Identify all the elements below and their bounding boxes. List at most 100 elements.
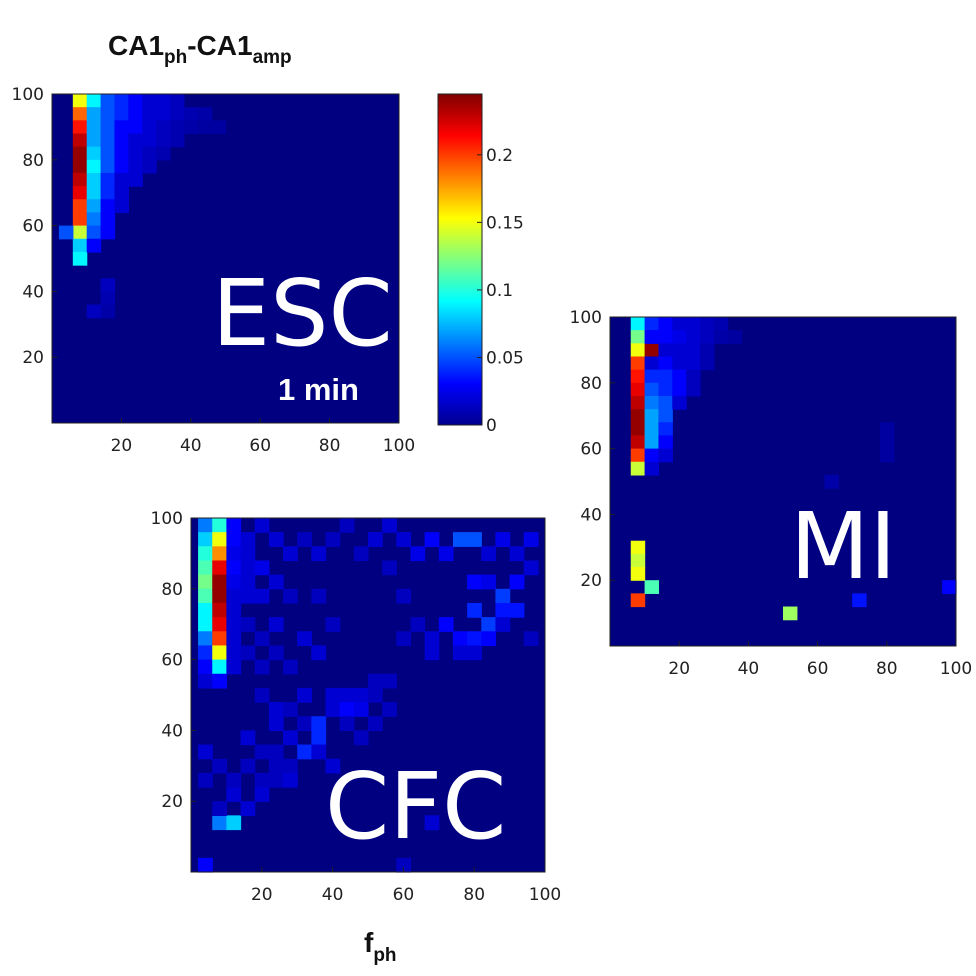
y-tick-label: 40 bbox=[161, 721, 183, 741]
heatmap-cell bbox=[672, 317, 687, 331]
heatmap-cell bbox=[268, 716, 284, 731]
heatmap-cell bbox=[240, 588, 256, 604]
heatmap-cell bbox=[268, 574, 284, 590]
heatmap-cell bbox=[169, 94, 185, 108]
x-tick-label: 60 bbox=[807, 659, 829, 679]
heatmap-cell bbox=[283, 758, 298, 774]
heatmap-cell bbox=[699, 317, 715, 331]
heatmap-cell bbox=[424, 815, 440, 831]
heatmap-cell bbox=[128, 146, 143, 161]
heatmap-cell bbox=[100, 304, 116, 319]
heatmap-cell bbox=[311, 645, 327, 661]
heatmap-cell bbox=[212, 546, 227, 562]
heatmap-cell bbox=[630, 435, 646, 450]
heatmap-cell bbox=[100, 107, 116, 121]
heatmap-cell bbox=[197, 107, 213, 121]
colorbar-tick-label: 0.05 bbox=[486, 348, 524, 368]
heatmap-cell bbox=[658, 382, 673, 397]
heatmap-cell bbox=[212, 617, 227, 632]
heatmap-cell bbox=[699, 330, 715, 344]
heatmap-cell bbox=[297, 716, 312, 731]
heatmap-cell bbox=[72, 238, 88, 253]
figure-title: CA1ph-CA1amp bbox=[108, 30, 292, 68]
heatmap-cell bbox=[297, 744, 312, 760]
panel-mi: 20 40 60 80 100 20 40 60 80 100 MI bbox=[570, 308, 973, 679]
colorbar-gradient bbox=[437, 93, 483, 426]
x-tick-label: 100 bbox=[529, 885, 561, 905]
heatmap-cell bbox=[410, 617, 426, 632]
x-tick-label: 20 bbox=[251, 885, 273, 905]
y-tick-label: 100 bbox=[12, 85, 44, 105]
heatmap-cell bbox=[212, 602, 227, 618]
heatmap-cell bbox=[100, 120, 116, 135]
heatmap-cell bbox=[481, 574, 497, 590]
heatmap-cell bbox=[339, 716, 355, 731]
heatmap-cell bbox=[699, 343, 715, 358]
heatmap-cell bbox=[142, 146, 157, 161]
heatmap-cell bbox=[686, 317, 701, 331]
heatmap-cell bbox=[283, 772, 298, 788]
colorbar-tick-label: 0.15 bbox=[486, 213, 524, 233]
x-tick-label: 100 bbox=[940, 659, 972, 679]
heatmap-cell bbox=[467, 574, 482, 590]
heatmap-cell bbox=[630, 382, 646, 397]
heatmap-cell bbox=[198, 617, 213, 632]
heatmap-cell bbox=[72, 146, 88, 161]
heatmap-cell bbox=[658, 448, 673, 463]
heatmap-cell bbox=[86, 172, 102, 187]
heatmap-cell bbox=[824, 474, 839, 489]
heatmap-cell bbox=[644, 317, 660, 331]
heatmap-cell bbox=[438, 617, 454, 632]
heatmap-cell bbox=[114, 146, 129, 161]
heatmap-cell bbox=[630, 395, 646, 410]
heatmap-cell bbox=[183, 120, 199, 135]
heatmap-cell bbox=[495, 588, 511, 604]
heatmap-cell bbox=[169, 133, 185, 148]
heatmap-cell bbox=[297, 687, 312, 703]
heatmap-cell bbox=[382, 673, 397, 689]
heatmap-cell bbox=[197, 120, 213, 135]
heatmap-cell bbox=[240, 546, 256, 562]
panel-sublabel-esc: 1 min bbox=[278, 372, 359, 407]
x-tick-label: 80 bbox=[876, 659, 898, 679]
heatmap-cell bbox=[424, 631, 440, 647]
heatmap-cell bbox=[142, 159, 157, 174]
heatmap-cell bbox=[156, 133, 171, 148]
y-tick-label: 60 bbox=[22, 217, 44, 237]
y-tick-label: 100 bbox=[570, 308, 602, 328]
heatmap-cell bbox=[879, 435, 895, 450]
heatmap-cell bbox=[86, 225, 102, 240]
heatmap-cell bbox=[226, 602, 242, 618]
heatmap-cell bbox=[672, 343, 687, 358]
heatmap-cell bbox=[198, 546, 213, 562]
heatmap-cell bbox=[368, 687, 383, 703]
colorbar: 0 0.05 0.1 0.15 0.2 bbox=[437, 93, 524, 436]
heatmap-cell bbox=[226, 518, 242, 533]
heatmap-cell bbox=[58, 225, 74, 240]
heatmap-cell bbox=[283, 659, 298, 675]
heatmap-cell bbox=[339, 702, 355, 717]
heatmap-cell bbox=[72, 133, 88, 148]
heatmap-cell bbox=[240, 758, 256, 774]
heatmap-cell bbox=[495, 617, 511, 632]
heatmap-cell bbox=[382, 560, 397, 576]
y-tick-label: 40 bbox=[580, 505, 602, 525]
heatmap-cell bbox=[509, 602, 525, 618]
heatmap-cell bbox=[100, 291, 116, 306]
heatmap-cell bbox=[382, 518, 397, 533]
heatmap-cell bbox=[100, 212, 116, 227]
heatmap-cell bbox=[226, 645, 242, 661]
x-tick-label: 40 bbox=[180, 436, 202, 456]
y-tick-label: 80 bbox=[22, 151, 44, 171]
heatmap-cell bbox=[240, 532, 256, 547]
heatmap-cell bbox=[254, 744, 270, 760]
heatmap-cell bbox=[325, 758, 341, 774]
heatmap-cell bbox=[142, 120, 157, 135]
heatmap-cell bbox=[156, 120, 171, 135]
heatmap-cell bbox=[100, 159, 116, 174]
heatmap-cell bbox=[644, 448, 660, 463]
heatmap-cell bbox=[630, 540, 646, 555]
heatmap-cell bbox=[212, 560, 227, 576]
heatmap-cell bbox=[672, 356, 687, 371]
x-tick-label: 60 bbox=[249, 436, 271, 456]
